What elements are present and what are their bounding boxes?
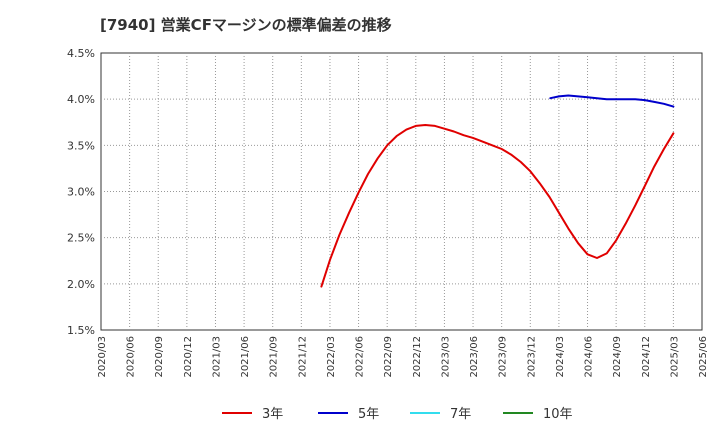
x-tick-label: 2024/12 xyxy=(641,336,652,378)
grid-lines xyxy=(101,53,702,330)
x-tick-label: 2021/06 xyxy=(240,336,251,378)
x-tick-label: 2023/03 xyxy=(440,336,451,378)
x-tick-label: 2020/03 xyxy=(97,336,108,378)
y-tick-label: 4.0% xyxy=(67,93,95,106)
y-tick-label: 2.0% xyxy=(67,278,95,291)
x-tick-label: 2022/12 xyxy=(412,336,423,378)
x-tick-label: 2021/09 xyxy=(269,336,280,378)
x-tick-label: 2021/03 xyxy=(211,336,222,378)
y-axis: 1.5% 2.0% 2.5% 3.0% 3.5% 4.0% 4.5% xyxy=(67,47,95,337)
x-tick-label: 2023/06 xyxy=(469,336,480,378)
x-axis: 2020/03 2020/06 2020/09 2020/12 2021/03 2021/… xyxy=(97,336,709,378)
x-tick-label: 2022/09 xyxy=(383,336,394,378)
legend: 3年 5年 7年 10年 xyxy=(222,407,573,422)
x-tick-label: 2020/06 xyxy=(126,336,137,378)
y-tick-label: 3.5% xyxy=(67,139,95,152)
legend-label: 7年 xyxy=(450,407,471,422)
y-tick-label: 1.5% xyxy=(67,324,95,337)
x-tick-label: 2020/09 xyxy=(154,336,165,378)
x-tick-label: 2024/09 xyxy=(612,336,623,378)
x-tick-label: 2020/12 xyxy=(183,336,194,378)
series-line-5年 xyxy=(549,94,675,108)
chart-title: [7940] 営業CFマージンの標準偏差の推移 xyxy=(100,16,392,34)
x-tick-label: 2025/03 xyxy=(669,336,680,378)
x-tick-label: 2023/12 xyxy=(526,336,537,378)
y-tick-label: 2.5% xyxy=(67,232,95,245)
legend-label: 5年 xyxy=(358,407,379,422)
series-lines xyxy=(320,94,675,288)
y-tick-label: 4.5% xyxy=(67,47,95,60)
x-tick-label: 2021/12 xyxy=(297,336,308,378)
y-tick-label: 3.0% xyxy=(67,186,95,199)
legend-label: 3年 xyxy=(262,407,283,422)
x-tick-label: 2024/06 xyxy=(584,336,595,378)
x-tick-label: 2022/06 xyxy=(355,336,366,378)
x-tick-label: 2022/03 xyxy=(326,336,337,378)
series-line-3年 xyxy=(320,124,675,288)
x-tick-label: 2023/09 xyxy=(498,336,509,378)
x-tick-label: 2024/03 xyxy=(555,336,566,378)
legend-label: 10年 xyxy=(543,407,573,422)
x-tick-label: 2025/06 xyxy=(698,336,709,378)
